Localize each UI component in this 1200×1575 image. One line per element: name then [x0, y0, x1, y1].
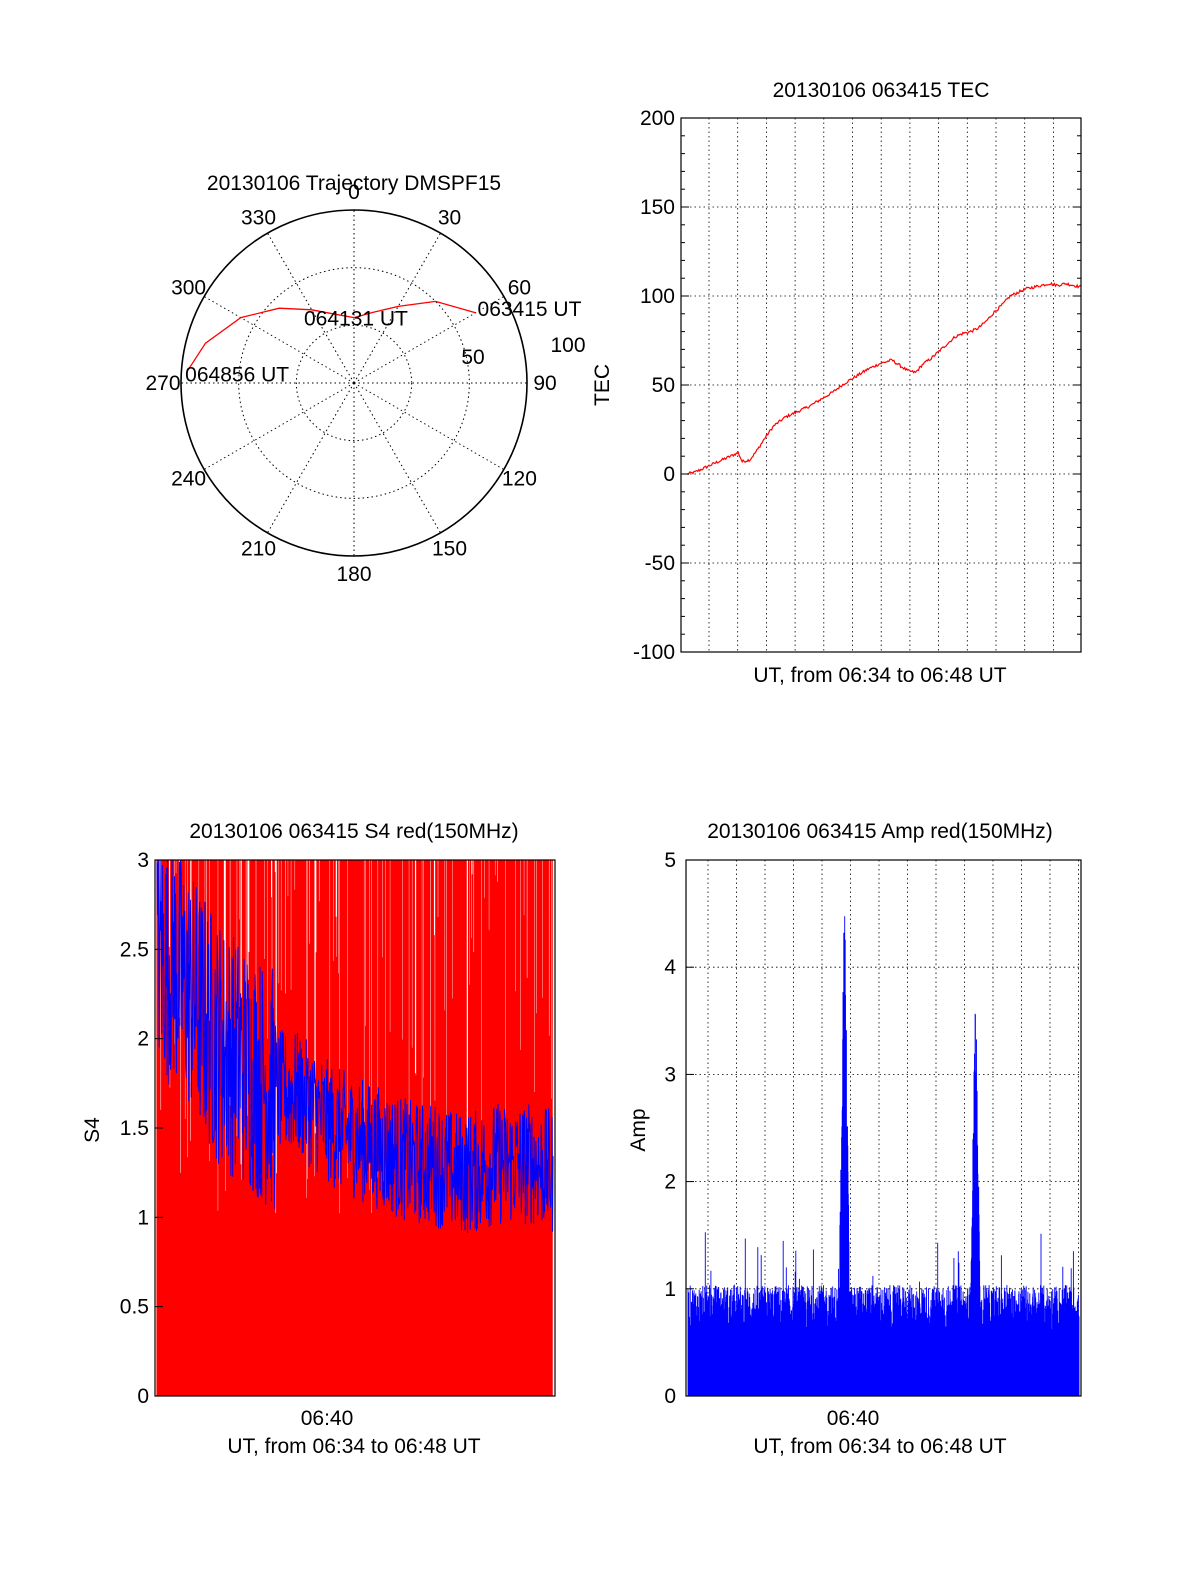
s4-ytick-label: 2.5 — [120, 938, 149, 961]
polar-angle-label: 240 — [171, 468, 206, 491]
polar-annotation: 064856 UT — [185, 363, 289, 386]
polar-series — [186, 300, 476, 372]
polar-annotation: 064131 UT — [304, 308, 408, 331]
polar-spoke-60 — [353, 296, 505, 384]
polar-ring-1 — [295, 324, 413, 442]
s4-ytick-label: 2 — [137, 1028, 149, 1051]
polar-spoke-330 — [267, 232, 355, 384]
s4-panel: 20130106 063415 S4 red(150MHz) 3 2.5 2 1.5 1… — [81, 820, 556, 1458]
polar-annotations: 063415 UT 064131 UT 064856 UT — [185, 298, 581, 386]
s4-ytick-label: 1.5 — [120, 1117, 149, 1140]
amp-ytick-label: 4 — [664, 956, 676, 979]
polar-angle-label: 270 — [145, 372, 180, 395]
amp-trace — [687, 916, 1080, 1396]
polar-angle-label: 300 — [171, 277, 206, 300]
trajectory-line — [186, 300, 476, 372]
polar-spoke-150 — [353, 382, 441, 534]
tec-ytick-label: 0 — [663, 463, 675, 486]
s4-blue-trace — [156, 859, 554, 1234]
polar-radial-label: 100 — [550, 334, 585, 357]
tec-grid — [681, 118, 1081, 652]
tec-panel: 20130106 063415 TEC 200150100500-50-100 … — [591, 79, 1082, 687]
tec-title: 20130106 063415 TEC — [773, 79, 990, 102]
tec-ytick-label: 200 — [640, 107, 675, 130]
s4-ytick-label: 0 — [137, 1385, 149, 1408]
amp-title: 20130106 063415 Amp red(150MHz) — [707, 820, 1053, 843]
tec-line — [686, 281, 1082, 476]
amp-panel: 20130106 063415 Amp red(150MHz) 5 4 3 2 1 0 A… — [627, 820, 1082, 1458]
s4-ticks: 3 2.5 2 1.5 1 0.5 0 — [120, 849, 163, 1408]
polar-angle-label: 90 — [533, 372, 556, 395]
polar-angle-label: 60 — [508, 277, 531, 300]
amp-ytick-label: 1 — [664, 1278, 676, 1301]
polar-spoke-120 — [353, 382, 505, 470]
polar-angle-label: 120 — [502, 468, 537, 491]
polar-panel: 20130106 Trajectory DMSPF15 0 30 60 90 120 15… — [145, 172, 585, 586]
amp-ticks: 5 4 3 2 1 0 — [664, 849, 694, 1408]
amp-xtick-label: 06:40 — [827, 1407, 880, 1430]
polar-spoke-240 — [203, 382, 355, 470]
tec-ylabel: TEC — [591, 364, 614, 406]
polar-angle-label: 150 — [432, 537, 467, 560]
s4-title: 20130106 063415 S4 red(150MHz) — [189, 820, 518, 843]
s4-ytick-label: 3 — [137, 849, 149, 872]
polar-radial-labels: 50 100 — [461, 334, 585, 369]
polar-ring-0 — [238, 267, 470, 499]
amp-xlabel: UT, from 06:34 to 06:48 UT — [753, 1435, 1006, 1458]
tec-ytick-label: 150 — [640, 196, 675, 219]
polar-angle-labels: 0 30 60 90 120 150 180 210 240 270 300 330 — [145, 181, 556, 586]
polar-spoke-210 — [267, 382, 355, 534]
tec-ytick-label: -100 — [633, 641, 675, 664]
tec-ytick-label: 100 — [640, 285, 675, 308]
tec-ticks: 200 150 100 50 0 -50 -100 — [633, 107, 1081, 664]
amp-ytick-label: 2 — [664, 1171, 676, 1194]
tec-ytick-label: -50 — [645, 552, 675, 575]
polar-angle-label: 180 — [336, 563, 371, 586]
amp-plot-frame — [685, 859, 1082, 1397]
s4-ylabel: S4 — [81, 1117, 104, 1143]
polar-angle-label: 330 — [241, 207, 276, 230]
polar-angle-label: 0 — [348, 181, 360, 204]
polar-radial-label: 50 — [461, 346, 484, 369]
s4-xlabel: UT, from 06:34 to 06:48 UT — [227, 1435, 480, 1458]
polar-title: 20130106 Trajectory DMSPF15 — [207, 172, 501, 195]
polar-angle-label: 30 — [438, 207, 461, 230]
s4-ytick-label: 0.5 — [120, 1296, 149, 1319]
amp-ytick-label: 3 — [664, 1063, 676, 1086]
polar-annotation: 063415 UT — [478, 298, 582, 321]
tec-xlabel: UT, from 06:34 to 06:48 UT — [753, 664, 1006, 687]
amp-ytick-label: 0 — [664, 1385, 676, 1408]
amp-series — [687, 916, 1080, 1396]
s4-ytick-label: 1 — [137, 1206, 149, 1229]
s4-xtick-label: 06:40 — [301, 1407, 354, 1430]
tec-series — [686, 281, 1082, 476]
polar-spoke-30 — [353, 232, 441, 384]
polar-grid — [180, 209, 528, 557]
polar-outer-circle — [180, 209, 528, 557]
s4-blue-series — [156, 859, 554, 1234]
polar-angle-label: 210 — [241, 537, 276, 560]
polar-spoke-300 — [203, 296, 355, 384]
amp-ytick-label: 5 — [664, 849, 676, 872]
amp-ylabel: Amp — [627, 1108, 650, 1151]
tec-ytick-label: 50 — [652, 374, 675, 397]
